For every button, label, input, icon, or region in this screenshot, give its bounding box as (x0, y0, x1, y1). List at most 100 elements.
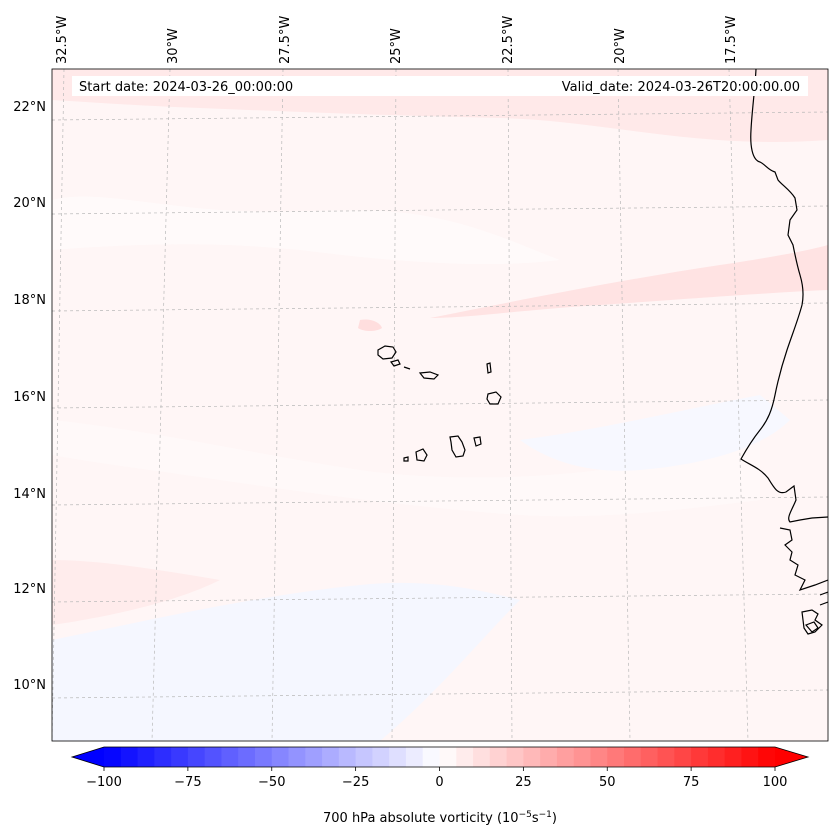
positive-streak (430, 245, 828, 318)
lon-label-27-5: 27.5°W (278, 16, 293, 64)
lon-gridline-17-5 (728, 69, 749, 741)
coastal-islands-a (801, 609, 823, 635)
coastlines (377, 69, 828, 635)
colorbar-segment (355, 747, 374, 767)
colorbar-tick-label: −50 (258, 775, 285, 790)
colorbar: −100 −75 −50 −25 0 25 50 75 100 700 hPa absolute… (70, 746, 810, 826)
colorbar-segment (171, 747, 189, 767)
island-sao-nicolau (418, 371, 440, 380)
vorticity-field (52, 69, 828, 741)
island-sal (486, 362, 492, 374)
island-santiago (449, 435, 466, 458)
colorbar-segment (154, 747, 172, 767)
colorbar-tick-label: 75 (683, 775, 700, 790)
colorbar-segment (657, 747, 675, 767)
colorbar-segment (540, 747, 558, 767)
guinea-bissau-coastline (779, 527, 828, 592)
colorbar-ticks: −100 −75 −50 −25 0 25 50 75 100 (86, 767, 787, 790)
colorbar-segment (456, 747, 474, 767)
lat-label-10: 10°N (13, 678, 46, 693)
light-zone-mid (52, 420, 760, 517)
colorbar-segment (120, 747, 139, 767)
start-date-text: Start date: 2024-03-26_00:00:00 (79, 80, 293, 95)
lon-label-30: 30°W (166, 28, 181, 64)
island-sao-vicente (389, 359, 401, 367)
positive-patch-sw (52, 560, 220, 625)
colorbar-title-exp2: −1 (539, 810, 552, 820)
coastal-islands-b (804, 621, 819, 633)
colorbar-segment (422, 747, 441, 767)
colorbar-segment (707, 747, 726, 767)
colorbar-segment (607, 747, 625, 767)
colorbar-segment (724, 747, 743, 767)
light-zone-west (52, 196, 560, 265)
colorbar-segment (573, 747, 592, 767)
colorbar-segment (439, 747, 457, 767)
colorbar-tick-label: 100 (763, 775, 788, 790)
colorbar-segment (758, 747, 776, 767)
colorbar-tick-label: −100 (86, 775, 122, 790)
valid-date-text: Valid_date: 2024-03-26T20:00:00.00 (562, 80, 800, 95)
latitude-labels: 22°N 20°N 18°N 16°N 14°N 12°N 10°N (13, 100, 46, 693)
colorbar-max-extend-arrow (775, 747, 808, 767)
lat-label-14: 14°N (13, 487, 46, 502)
lon-gridline-27-5 (271, 69, 284, 741)
colorbar-segment (405, 747, 424, 767)
colorbar-segment (187, 747, 206, 767)
lat-label-18: 18°N (13, 293, 46, 308)
colorbar-segment (473, 747, 491, 767)
colorbar-segment (104, 747, 122, 767)
africa-coastline (740, 69, 828, 523)
island-boa-vista (486, 391, 502, 405)
colorbar-segment (489, 747, 508, 767)
colorbar-title: 700 hPa absolute vorticity (10−5s−1) (323, 810, 557, 826)
colorbar-tick-label: 25 (515, 775, 532, 790)
colorbar-segment (640, 747, 659, 767)
colorbar-segment (288, 747, 306, 767)
colorbar-segments (104, 747, 776, 767)
lon-gridline-20 (617, 69, 631, 741)
lat-label-16: 16°N (13, 390, 46, 405)
island-maio (473, 436, 482, 447)
coastal-islands-c (819, 591, 828, 606)
colorbar-segment (338, 747, 357, 767)
colorbar-title-exp1: −5 (519, 810, 532, 820)
lon-gridline-30 (151, 69, 171, 741)
colorbar-segment (590, 747, 608, 767)
colorbar-segment (389, 747, 407, 767)
colorbar-tick-label: 50 (599, 775, 616, 790)
colorbar-segment (271, 747, 290, 767)
lat-label-12: 12°N (13, 582, 46, 597)
colorbar-segment (372, 747, 390, 767)
lat-label-20: 20°N (13, 196, 46, 211)
negative-zone-south (52, 582, 520, 741)
lon-label-25: 25°W (389, 28, 404, 64)
colorbar-segment (137, 747, 155, 767)
island-santa-luzia (403, 366, 411, 370)
colorbar-segment (674, 747, 692, 767)
colorbar-segment (238, 747, 256, 767)
map-frame (51, 68, 829, 742)
lon-label-32-5: 32.5°W (55, 16, 70, 64)
lon-label-20: 20°W (613, 28, 628, 64)
colorbar-segment (556, 747, 575, 767)
colorbar-segment (322, 747, 340, 767)
lon-label-22-5: 22.5°W (501, 16, 516, 64)
colorbar-segment (204, 747, 223, 767)
colorbar-segment (741, 747, 759, 767)
lon-gridline-32-5 (52, 69, 65, 741)
island-santo-antao (377, 345, 397, 360)
lat-label-22: 22°N (13, 100, 46, 115)
colorbar-segment (221, 747, 239, 767)
lon-gridline-25 (391, 69, 397, 741)
colorbar-segment (305, 747, 323, 767)
colorbar-title-mid: s (532, 811, 539, 826)
colorbar-tick-label: −25 (342, 775, 369, 790)
colorbar-segment (691, 747, 709, 767)
lon-label-17-5: 17.5°W (724, 16, 739, 64)
colorbar-segment (506, 747, 524, 767)
colorbar-segment (523, 747, 541, 767)
colorbar-min-extend-arrow (72, 747, 104, 767)
colorbar-segment (254, 747, 273, 767)
